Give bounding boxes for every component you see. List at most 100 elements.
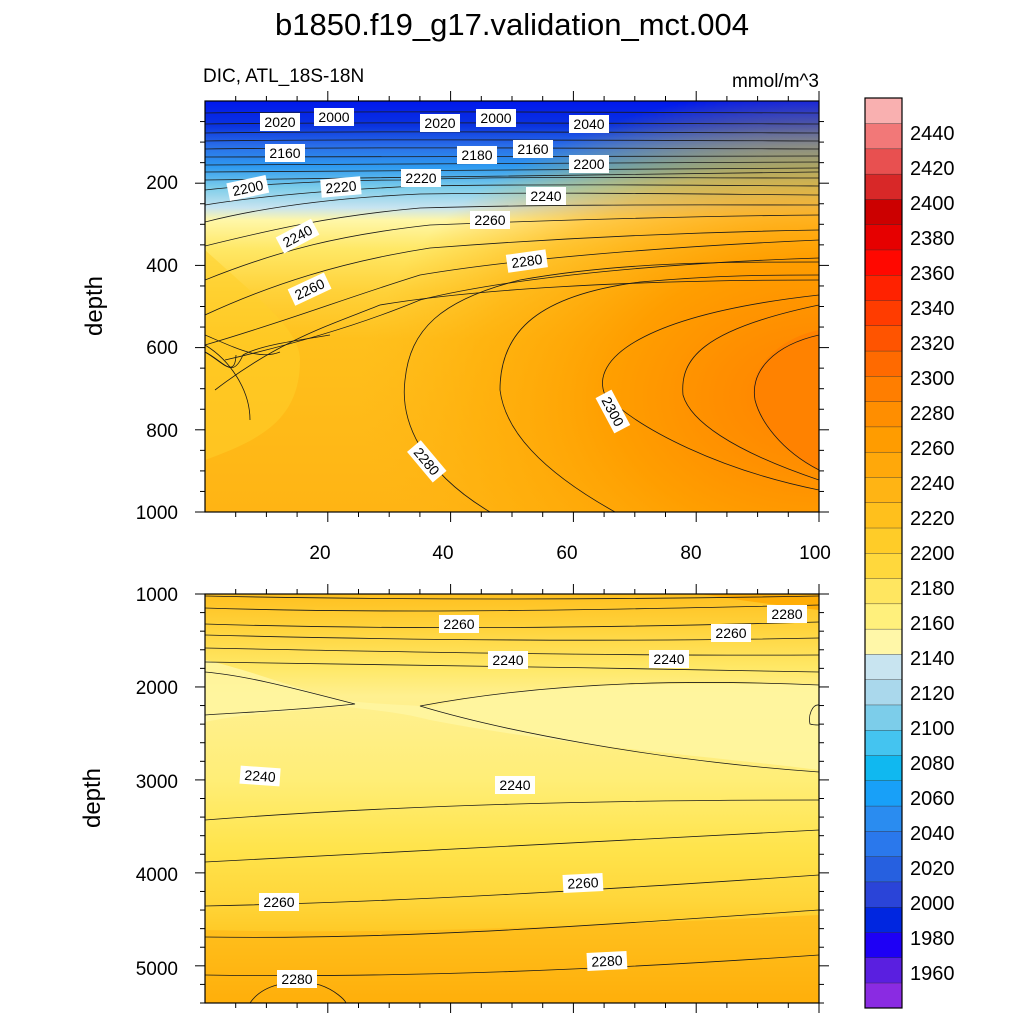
contour-label: 2280 [591, 952, 623, 970]
colorbar-box [864, 628, 903, 655]
colorbar-box [864, 704, 903, 731]
colorbar-box [864, 982, 903, 1009]
contour-line [205, 184, 819, 206]
contour-label: 2220 [405, 170, 436, 186]
contour-label: 2260 [715, 625, 746, 641]
colorbar-tick-label: 2260 [910, 438, 955, 460]
colorbar-box [864, 881, 903, 908]
colorbar-box [864, 350, 903, 377]
contour-label: 2260 [443, 616, 474, 632]
colorbar-box [864, 552, 903, 579]
contour-label: 2220 [325, 178, 358, 197]
upper-panel: 2000 2000 2020 2020 2040 2160 2160 2180 … [81, 91, 831, 564]
colorbar-box [864, 224, 903, 251]
upper-contour-labels: 2000 2000 2020 2020 2040 2160 2160 2180 … [226, 108, 631, 483]
contour-line [205, 214, 819, 281]
contour-line [205, 334, 331, 368]
upper-ylabel: depth [81, 276, 108, 336]
contour-line [205, 139, 819, 142]
colorbar-box [864, 957, 903, 984]
colorbar-box [864, 856, 903, 883]
colorbar-tick-label: 2420 [910, 158, 955, 180]
lower-ylabel: depth [79, 768, 106, 828]
colorbar-box [864, 173, 903, 200]
colorbar-box [864, 300, 903, 327]
upper-xtick: 40 [432, 543, 453, 564]
colorbar-box [864, 578, 903, 605]
upper-ytick: 400 [146, 256, 178, 277]
lower-ytick: 4000 [136, 865, 178, 886]
colorbar-tick-label: 1960 [910, 963, 955, 985]
contour-line [753, 334, 819, 471]
colorbar-tick-label: 2180 [910, 578, 955, 600]
colorbar-tick-label: 2160 [910, 613, 955, 635]
contour-label: 2240 [492, 652, 523, 668]
upper-ytick: 1000 [136, 503, 178, 524]
upper-core [205, 101, 819, 512]
contour-label: 2280 [281, 971, 312, 987]
contour-label: 2200 [231, 177, 265, 199]
colorbar-box [864, 805, 903, 832]
colorbar-box [864, 502, 903, 529]
colorbar: 1960 1980 2000 2020 2040 2060 2080 2100 2120 2140… [864, 97, 955, 1009]
colorbar-box [864, 603, 903, 630]
units-label: mmol/m^3 [732, 71, 819, 92]
colorbar-box [864, 906, 903, 933]
lower-ytick: 2000 [136, 678, 178, 699]
contour-line [205, 671, 356, 716]
upper-xtick: 100 [799, 543, 831, 564]
contour-label: 2020 [264, 114, 295, 130]
colorbar-tick-label: 1980 [910, 928, 955, 950]
upper-core-max [752, 330, 819, 470]
lower-ytick: 1000 [136, 585, 178, 606]
colorbar-box [864, 527, 903, 554]
colorbar-tick-label: 2380 [910, 228, 955, 250]
colorbar-box [864, 401, 903, 428]
colorbar-tick-label: 2040 [910, 823, 955, 845]
colorbar-box [864, 830, 903, 857]
colorbar-frame [864, 97, 903, 1009]
colorbar-tick-label: 2220 [910, 508, 955, 530]
contour-label: 2260 [567, 874, 599, 892]
colorbar-tick-label: 2360 [910, 263, 955, 285]
colorbar-tick-label: 2240 [910, 473, 955, 495]
colorbar-tick-label: 2140 [910, 648, 955, 670]
contour-label: 2240 [530, 188, 561, 204]
upper-ticks [195, 91, 829, 522]
lower-panel: 2280 2260 2260 2240 2240 2240 2240 2260 … [79, 584, 829, 1013]
contour-line [205, 595, 819, 600]
colorbar-tick-label: 2100 [910, 718, 955, 740]
contour-line [205, 239, 819, 346]
lower-ytick: 5000 [136, 959, 178, 980]
colorbar-box [864, 451, 903, 478]
colorbar-box [864, 274, 903, 301]
contour-label: 2200 [573, 156, 604, 172]
contour-label: 2260 [263, 894, 294, 910]
colorbar-box [864, 97, 903, 124]
colorbar-tick-label: 2020 [910, 858, 955, 880]
contour-line [205, 192, 819, 223]
contour-line [249, 981, 347, 1003]
upper-ytick: 600 [146, 338, 178, 359]
contour-label: 2260 [474, 212, 505, 228]
colorbar-tick-label: 2200 [910, 543, 955, 565]
colorbar-box [864, 123, 903, 150]
colorbar-tick-label: 2060 [910, 788, 955, 810]
colorbar-tick-label: 2280 [910, 403, 955, 425]
colorbar-tick-label: 2080 [910, 753, 955, 775]
contour-label: 2240 [244, 767, 276, 785]
colorbar-box [864, 476, 903, 503]
upper-ytick: 200 [146, 173, 178, 194]
contour-line [205, 229, 819, 316]
colorbar-box [864, 148, 903, 175]
contour-line [205, 344, 251, 421]
contour-label: 2160 [269, 145, 300, 161]
contour-label: 2240 [499, 777, 530, 793]
colorbar-box [864, 653, 903, 680]
contour-line [809, 704, 819, 726]
contour-label: 2240 [653, 651, 684, 667]
colorbar-box [864, 325, 903, 352]
colorbar-box [864, 679, 903, 706]
upper-ytick: 800 [146, 421, 178, 442]
lower-ticks [195, 584, 829, 1013]
